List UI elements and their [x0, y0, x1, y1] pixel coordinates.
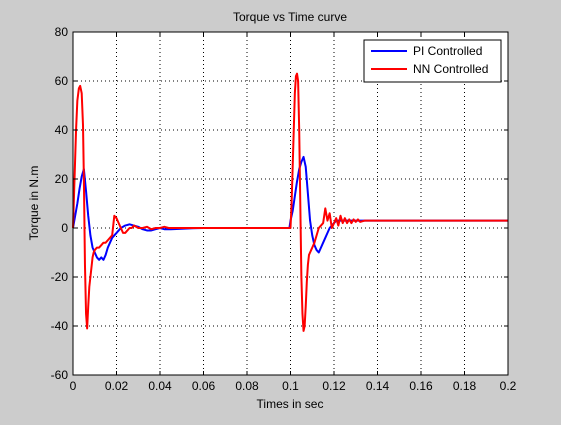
tick-layer: 0 0.02 0.04 0.06 0.08 0.1 0.12 0.14 0.16 0.18 0.2 -…	[51, 25, 517, 393]
x-tick-label: 0.08	[235, 379, 259, 393]
y-axis-label: Torque in N.m	[27, 166, 41, 241]
x-tick-label: 0.02	[105, 379, 129, 393]
chart-title: Torque vs Time curve	[233, 10, 347, 24]
y-tick-label: 0	[61, 221, 68, 235]
x-tick-label: 0.2	[500, 379, 517, 393]
x-tick-label: 0.16	[409, 379, 433, 393]
y-tick-label: 40	[55, 123, 69, 137]
y-tick-label: -20	[51, 270, 69, 284]
y-tick-label: 80	[55, 25, 69, 39]
x-tick-label: 0	[70, 379, 77, 393]
x-axis-label: Times in sec	[257, 397, 324, 411]
legend-label-pi-controlled: PI Controlled	[413, 44, 482, 58]
x-tick-label: 0.1	[282, 379, 299, 393]
legend-label-nn-controlled: NN Controlled	[413, 62, 488, 76]
x-tick-label: 0.06	[192, 379, 216, 393]
legend-box	[363, 39, 502, 83]
y-tick-label: 60	[55, 74, 69, 88]
y-tick-label: -40	[51, 319, 69, 333]
y-tick-label: 20	[55, 172, 69, 186]
x-tick-label: 0.04	[148, 379, 172, 393]
x-tick-label: 0.12	[322, 379, 346, 393]
x-tick-label: 0.14	[366, 379, 390, 393]
x-tick-label: 0.18	[453, 379, 477, 393]
plot-area	[73, 32, 508, 375]
y-tick-label: -60	[51, 368, 69, 382]
series-line-nn-controlled	[72, 72, 508, 332]
series-layer	[72, 72, 508, 332]
legend: PI Controlled NN Controlled	[363, 39, 502, 83]
